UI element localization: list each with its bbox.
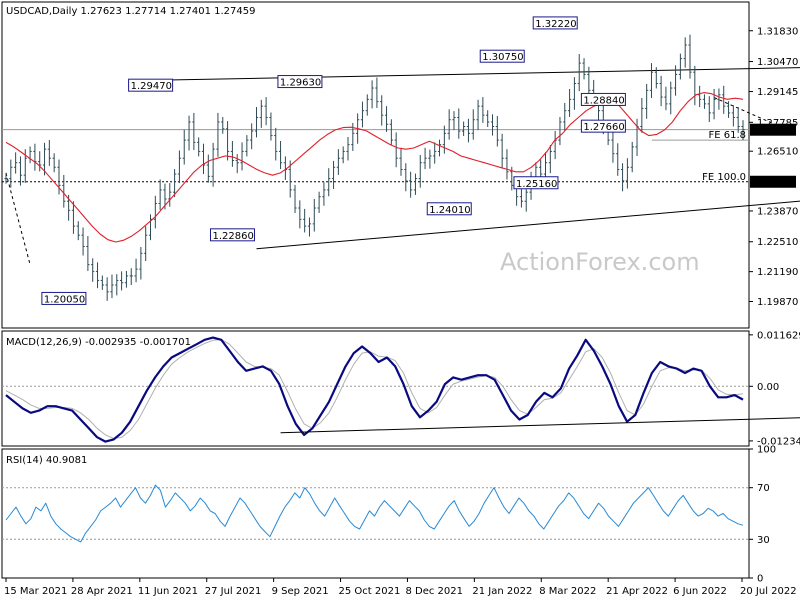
price-panel-frame — [1, 1, 750, 329]
rsi-y-tick-label: 70 — [757, 483, 770, 494]
price-y-tick-label: 1.26510 — [757, 147, 798, 158]
price-layer: 1.32220 1.30750 1.29630 1.29470 1.28840 1.276… — [2, 16, 800, 305]
price-y-tick-label: 1.19870 — [757, 297, 798, 308]
price-panel-title: USDCAD,Daily 1.27623 1.27714 1.27401 1.2… — [6, 6, 256, 17]
price-callout: 1.20050 — [41, 291, 87, 305]
x-tick-label: 11 Jun 2021 — [138, 586, 198, 597]
price-callout-label: 1.30750 — [482, 52, 523, 63]
price-callout-label: 1.29470 — [131, 81, 172, 92]
fib-label: FE 100.0 — [702, 172, 746, 183]
price-callout: 1.29470 — [128, 78, 174, 92]
price-y-tick-label: 1.27785 — [757, 118, 798, 129]
price-callout-label: 1.20050 — [44, 294, 85, 305]
x-tick-label: 9 Sep 2021 — [272, 586, 329, 597]
price-y-tick-label: 1.23870 — [757, 206, 798, 217]
x-tick-label: 6 Jun 2022 — [673, 586, 727, 597]
price-callout-box — [580, 92, 626, 106]
price-callout-label: 1.24010 — [429, 205, 470, 216]
price-y-tick-label: 1.31830 — [757, 26, 798, 37]
price-callout-box — [209, 228, 255, 242]
price-callout-box — [277, 75, 323, 89]
rsi-y-tick-label: 30 — [757, 535, 770, 546]
price-callout-box — [513, 176, 559, 190]
axis-layer: 1.31830 1.30470 1.29145 1.27785 1.26510 1.238… — [4, 26, 800, 597]
x-tick-label: 27 Jul 2021 — [205, 586, 262, 597]
price-callout-box — [532, 16, 578, 30]
macd-trendline — [280, 417, 800, 434]
price-callout-box — [41, 291, 87, 305]
rsi-panel-frame — [1, 448, 750, 579]
rsi-y-tick-label: 0 — [757, 574, 763, 585]
rsi-line — [5, 484, 744, 543]
price-callout-label: 1.29630 — [280, 78, 321, 89]
price-callout-label: 1.25160 — [516, 179, 557, 190]
price-callout: 1.30750 — [479, 49, 525, 63]
price-callout: 1.24010 — [426, 202, 472, 216]
x-tick-label: 15 Mar 2021 — [4, 586, 67, 597]
price-y-tick-label: 1.30470 — [757, 57, 798, 68]
fib-label: FE 61.8 — [708, 130, 746, 141]
price-callout-box — [479, 49, 525, 63]
price-callout-label: 1.22860 — [212, 231, 253, 242]
price-callout-box — [128, 78, 174, 92]
macd-panel-title: MACD(12,26,9) -0.002935 -0.001701 — [6, 337, 191, 348]
price-y-tick-label: 1.29145 — [757, 87, 798, 98]
price-callout: 1.28840 — [580, 92, 626, 106]
price-callout-label: 1.32220 — [535, 19, 576, 30]
watermark: ActionForex.com — [500, 248, 700, 276]
rsi-y-tick-label: 100 — [757, 445, 776, 456]
rsi-layer — [2, 484, 749, 543]
macd-line — [5, 336, 744, 443]
x-tick-label: 20 Jul 2022 — [740, 586, 797, 597]
price-trendline — [140, 67, 800, 82]
x-tick-label: 28 Apr 2021 — [71, 586, 133, 597]
price-callout: 1.27660 — [580, 119, 626, 133]
rsi-panel-title: RSI(14) 40.9081 — [6, 455, 87, 466]
macd-y-tick-label: 0.011629 — [757, 330, 800, 341]
price-y-tick-label: 1.21190 — [757, 267, 798, 278]
macd-y-tick-label: 0.00 — [757, 382, 779, 393]
price-callout-label: 1.27660 — [583, 122, 624, 133]
x-tick-label: 21 Apr 2022 — [606, 586, 668, 597]
price-callout-label: 1.28840 — [583, 95, 624, 106]
x-tick-label: 25 Oct 2021 — [339, 586, 401, 597]
price-y-tick-label: 1.22510 — [757, 237, 798, 248]
current-price-tag: 1.27459 — [753, 126, 794, 137]
fib-price-tag: 1.25160 — [753, 178, 794, 189]
macd-panel-frame — [1, 330, 750, 447]
macd-y-tick-label: -0.012348 — [757, 436, 800, 447]
price-trendline — [5, 172, 31, 265]
price-callout: 1.22860 — [209, 228, 255, 242]
current-price-tag-box — [750, 123, 796, 136]
macd-signal-line — [5, 338, 744, 439]
price-callout: 1.32220 — [532, 16, 578, 30]
price-callout-box — [580, 119, 626, 133]
x-tick-label: 8 Dec 2021 — [405, 586, 463, 597]
price-callout-box — [426, 202, 472, 216]
fib-price-tag-box — [750, 175, 796, 188]
price-moving-average — [5, 92, 744, 243]
price-callout: 1.29630 — [277, 75, 323, 89]
price-callout: 1.25160 — [513, 176, 559, 190]
x-tick-label: 21 Jan 2022 — [472, 586, 532, 597]
price-trendline — [256, 200, 800, 250]
x-tick-label: 8 Mar 2022 — [539, 586, 596, 597]
macd-layer — [2, 336, 800, 443]
